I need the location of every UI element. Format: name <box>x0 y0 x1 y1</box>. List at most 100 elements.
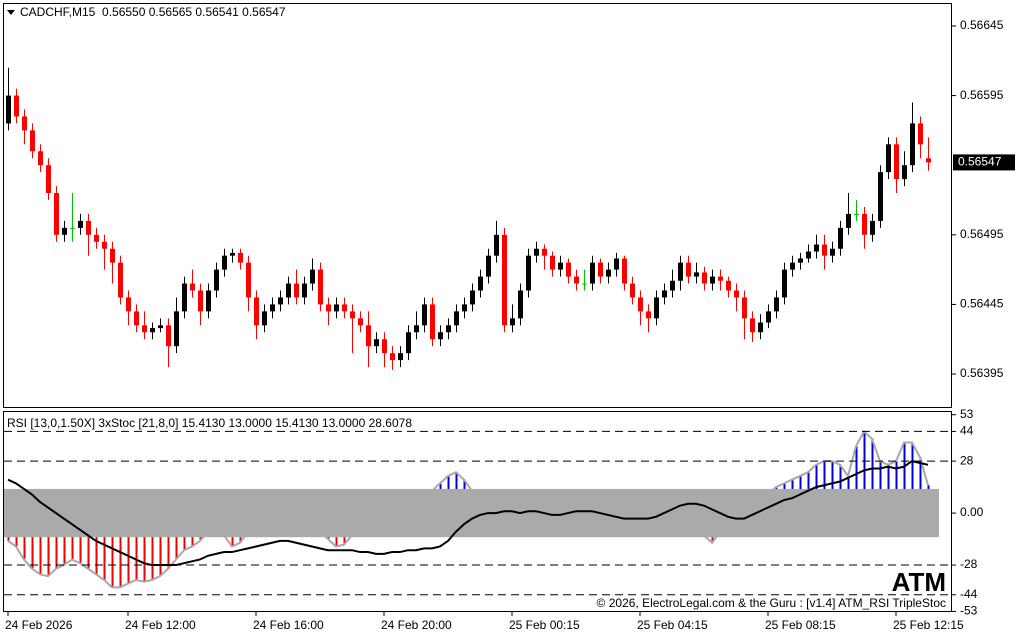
candle-body <box>286 283 291 298</box>
menu-triangle <box>7 10 15 15</box>
candle-body <box>878 172 883 221</box>
candle-body <box>678 262 683 281</box>
candle-body <box>478 276 483 291</box>
candle-body <box>222 255 227 270</box>
candle-body <box>366 325 371 347</box>
candle-body <box>454 311 459 326</box>
candle-body <box>726 280 731 291</box>
candle-body <box>750 318 755 333</box>
candle-body <box>310 269 315 284</box>
y-tick-label: 0.56445 <box>960 297 1004 311</box>
candle-body <box>718 276 723 281</box>
candle-body <box>422 304 427 326</box>
watermark: ATM <box>892 567 946 597</box>
x-tick-label: 25 Feb 04:15 <box>637 618 708 632</box>
candle-body <box>182 283 187 312</box>
candle-body <box>414 325 419 333</box>
y-tick-label: 53 <box>960 407 974 421</box>
candle-body <box>894 144 899 180</box>
main-frame <box>3 3 952 408</box>
indicator-frame <box>3 411 952 612</box>
current-price-box <box>953 154 1015 171</box>
candle-body <box>502 234 507 326</box>
candle-body <box>814 244 819 252</box>
candle-body <box>158 325 163 329</box>
x-tick-label: 24 Feb 2026 <box>5 618 73 632</box>
x-tick-label: 24 Feb 16:00 <box>253 618 324 632</box>
candle-body <box>390 353 395 361</box>
candle-body <box>398 353 403 361</box>
candle-body <box>278 297 283 305</box>
candle-body <box>102 241 107 249</box>
candle-body <box>686 262 691 277</box>
candle-body <box>918 123 923 145</box>
candle-body <box>14 95 19 117</box>
candle-body <box>758 322 763 333</box>
candle-body <box>846 213 851 228</box>
candle-body <box>870 220 875 235</box>
candle-body <box>462 304 467 312</box>
candle-body <box>886 144 891 173</box>
candle-body <box>110 248 115 263</box>
candle-body <box>94 234 99 242</box>
candle-body <box>126 297 131 312</box>
candle-body <box>614 258 619 270</box>
current-price-label: 0.56547 <box>958 155 1002 169</box>
y-tick-label: 0.00 <box>960 505 984 519</box>
candle-body <box>902 165 907 180</box>
candle-body <box>446 325 451 333</box>
candle-body <box>198 290 203 312</box>
candle-body <box>142 325 147 333</box>
candle-body <box>166 325 171 347</box>
candle-body <box>438 332 443 340</box>
x-tick-label: 24 Feb 12:00 <box>125 618 196 632</box>
y-tick-label: 0.56645 <box>960 18 1004 32</box>
candle-body <box>70 227 75 229</box>
candle-body <box>742 297 747 319</box>
candle-body <box>590 262 595 284</box>
candle-body <box>214 269 219 291</box>
candle-body <box>830 248 835 256</box>
candle-body <box>494 234 499 256</box>
y-tick-label: -53 <box>960 604 978 618</box>
candle-body <box>598 262 603 277</box>
candle-body <box>430 304 435 340</box>
candle-body <box>30 130 35 152</box>
x-tick-label: 24 Feb 20:00 <box>381 618 452 632</box>
candle-body <box>798 258 803 263</box>
candle-body <box>862 213 867 235</box>
y-tick-label: 0.56595 <box>960 88 1004 102</box>
candle-body <box>38 151 43 166</box>
y-tick-label: -44 <box>960 587 978 601</box>
candle-body <box>406 332 411 354</box>
histogram-envelope <box>7 429 929 589</box>
candle-body <box>694 272 699 277</box>
y-tick-label: 44 <box>960 424 974 438</box>
candle-body <box>46 165 51 194</box>
candle-body <box>526 255 531 291</box>
candle-body <box>118 262 123 298</box>
candle-body <box>766 311 771 323</box>
candle-body <box>558 262 563 270</box>
candle-body <box>86 220 91 235</box>
candle-body <box>334 304 339 312</box>
copyright: © 2026, ElectroLegal.com & the Guru : [v… <box>597 596 946 610</box>
candle-body <box>78 220 83 228</box>
candle-body <box>926 158 931 163</box>
y-tick-label: 28 <box>960 453 974 467</box>
candle-body <box>646 311 651 319</box>
candle-body <box>806 251 811 259</box>
neutral-band <box>4 488 939 538</box>
candle-body <box>190 283 195 291</box>
candle-body <box>350 311 355 319</box>
x-tick-label: 25 Feb 12:15 <box>893 618 964 632</box>
candle-body <box>230 252 235 256</box>
candle-body <box>790 262 795 270</box>
x-tick-label: 25 Feb 08:15 <box>765 618 836 632</box>
candle-body <box>470 290 475 305</box>
candle-body <box>134 311 139 326</box>
signal-line <box>7 460 929 567</box>
candle-body <box>374 339 379 347</box>
